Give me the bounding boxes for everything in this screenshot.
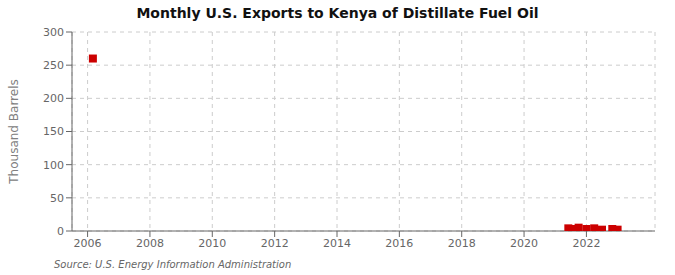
svg-text:0: 0 [57, 225, 64, 238]
svg-text:Thousand Barrels: Thousand Barrels [8, 79, 21, 184]
svg-text:250: 250 [43, 59, 64, 72]
svg-text:2016: 2016 [385, 237, 413, 250]
svg-text:2010: 2010 [198, 237, 226, 250]
svg-text:2012: 2012 [261, 237, 289, 250]
svg-text:2008: 2008 [136, 237, 164, 250]
html-text:Monthly U.S. Exports to Kenya: Monthly U.S. Exports to Kenya of Distill… [136, 5, 539, 21]
svg-text:2014: 2014 [323, 237, 351, 250]
svg-text:2020: 2020 [510, 237, 538, 250]
svg-text:2022: 2022 [572, 237, 600, 250]
svg-text:2018: 2018 [448, 237, 476, 250]
svg-text:100: 100 [43, 159, 64, 172]
svg-text:2006: 2006 [74, 237, 102, 250]
svg-text:50: 50 [50, 192, 64, 205]
svg-text:150: 150 [43, 125, 64, 138]
svg-text:200: 200 [43, 92, 64, 105]
html-text:Source: U.S. Energy Informatio: Source: U.S. Energy Information Administ… [54, 259, 292, 270]
svg-text:300: 300 [43, 26, 64, 39]
